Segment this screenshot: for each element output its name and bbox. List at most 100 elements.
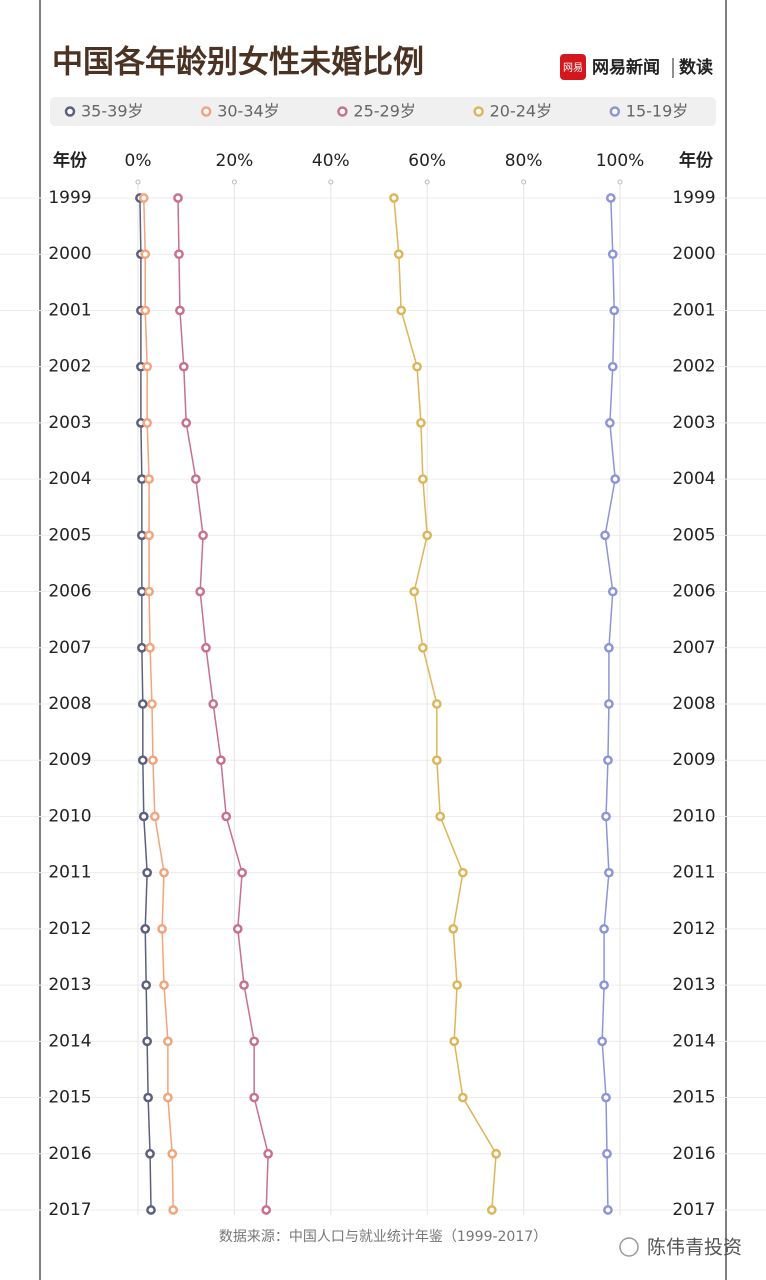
point bbox=[137, 699, 148, 709]
point bbox=[147, 699, 157, 709]
y-tick-label: 2012 bbox=[48, 919, 91, 939]
y-tick-label: 2008 bbox=[48, 694, 91, 714]
y-tick-label: 2004 bbox=[48, 469, 91, 489]
point bbox=[604, 867, 614, 878]
tick-mark bbox=[328, 179, 334, 185]
point bbox=[143, 1092, 153, 1103]
y-tick-label-right: 2016 bbox=[672, 1144, 715, 1164]
point bbox=[607, 249, 618, 260]
y-tick-label-right: 2002 bbox=[672, 357, 715, 377]
point bbox=[607, 361, 618, 372]
point bbox=[412, 361, 422, 372]
point bbox=[142, 361, 153, 372]
y-tick-label: 2013 bbox=[48, 975, 91, 995]
point bbox=[148, 755, 158, 766]
point bbox=[249, 1036, 260, 1047]
x-tick-label: 100% bbox=[596, 151, 645, 171]
x-tick-label: 80% bbox=[505, 151, 543, 171]
point bbox=[150, 811, 160, 822]
y-tick-label: 2016 bbox=[48, 1144, 91, 1164]
point bbox=[142, 867, 153, 878]
chart-title: 中国各年龄别女性未婚比例 bbox=[52, 45, 424, 81]
point bbox=[605, 193, 616, 203]
x-tick-label: 60% bbox=[408, 151, 446, 171]
point bbox=[140, 305, 151, 316]
legend-label: 25-29岁 bbox=[353, 102, 416, 121]
y-tick-label: 2001 bbox=[48, 300, 91, 320]
point bbox=[181, 418, 192, 428]
point bbox=[216, 755, 226, 766]
logo-badge-text: 网易 bbox=[563, 62, 583, 74]
point bbox=[137, 755, 148, 766]
point bbox=[418, 642, 428, 653]
y-tick-label-right: 2014 bbox=[672, 1031, 715, 1051]
y-tick-label-right: 2013 bbox=[672, 975, 715, 995]
point bbox=[610, 474, 621, 484]
point bbox=[138, 193, 149, 203]
point bbox=[173, 193, 183, 203]
legend-label: 30-34岁 bbox=[217, 102, 280, 121]
y-tick-label-right: 2012 bbox=[672, 919, 715, 939]
y-tick-label: 2017 bbox=[48, 1200, 91, 1220]
point bbox=[396, 305, 407, 316]
watermark: 陈伟青投资 bbox=[647, 1237, 742, 1259]
y-tick-label-right: 2015 bbox=[672, 1088, 715, 1108]
point bbox=[603, 755, 613, 766]
tick-mark bbox=[521, 179, 527, 185]
y-tick-label: 2003 bbox=[48, 413, 91, 433]
point bbox=[409, 586, 420, 597]
y-tick-label-right: 2006 bbox=[672, 582, 715, 602]
point bbox=[607, 586, 618, 597]
point bbox=[418, 474, 428, 484]
y-tick-label: 2011 bbox=[48, 863, 91, 883]
point bbox=[232, 924, 243, 934]
y-tick-label: 2007 bbox=[48, 638, 91, 658]
point bbox=[208, 699, 219, 709]
y-tick-label-right: 2001 bbox=[672, 300, 715, 320]
y-tick-label-right: 2004 bbox=[672, 469, 715, 489]
point bbox=[201, 642, 211, 653]
point bbox=[159, 980, 169, 990]
point bbox=[167, 1148, 178, 1159]
point bbox=[168, 1205, 179, 1215]
x-tick-label: 40% bbox=[312, 151, 350, 171]
point bbox=[175, 305, 185, 316]
point bbox=[239, 980, 249, 990]
point bbox=[486, 1205, 497, 1215]
y-tick-label-right: 1999 bbox=[672, 188, 715, 208]
x-tick-label: 0% bbox=[125, 151, 152, 171]
point bbox=[431, 699, 442, 709]
point bbox=[389, 193, 399, 203]
point bbox=[145, 642, 155, 653]
point bbox=[198, 530, 208, 541]
point bbox=[603, 1205, 613, 1215]
point bbox=[449, 1036, 460, 1047]
y-tick-label: 2015 bbox=[48, 1088, 91, 1108]
point bbox=[599, 924, 609, 934]
point bbox=[601, 811, 611, 822]
point bbox=[144, 586, 154, 597]
legend-marker bbox=[200, 106, 212, 117]
point bbox=[604, 699, 614, 709]
legend-marker bbox=[337, 106, 348, 117]
point bbox=[261, 1205, 272, 1215]
watermark-icon bbox=[619, 1237, 639, 1257]
point bbox=[145, 1148, 155, 1159]
y-tick-label-right: 2017 bbox=[672, 1200, 715, 1220]
y-tick-label: 1999 bbox=[48, 188, 91, 208]
y-tick-label-right: 2010 bbox=[672, 806, 715, 826]
point bbox=[263, 1148, 273, 1159]
logo-section: 数读 bbox=[679, 57, 713, 78]
y-tick-label-right: 2007 bbox=[672, 638, 715, 658]
point bbox=[609, 305, 620, 316]
legend-label: 20-24岁 bbox=[490, 102, 552, 121]
point bbox=[157, 924, 167, 934]
point bbox=[452, 980, 462, 990]
tick-mark bbox=[424, 179, 430, 185]
point bbox=[599, 980, 609, 990]
point bbox=[600, 530, 610, 541]
legend-box bbox=[50, 97, 716, 126]
point bbox=[146, 1205, 156, 1215]
y-tick-label-right: 2011 bbox=[672, 863, 715, 883]
tick-mark bbox=[231, 179, 237, 185]
